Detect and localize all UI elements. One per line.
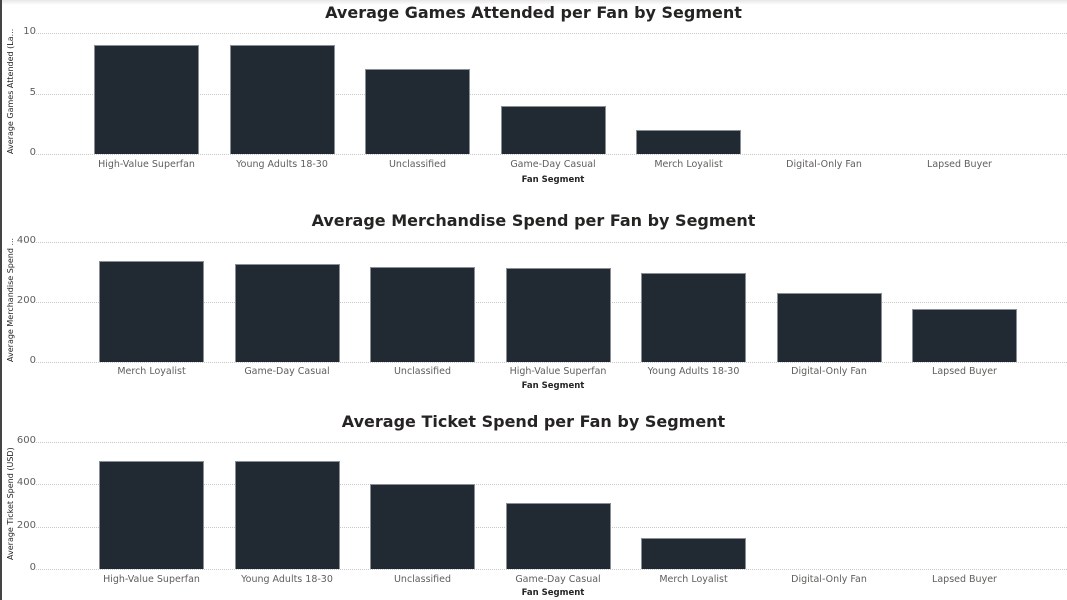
x-category-label: Unclassified (393, 574, 452, 585)
bar[interactable] (234, 461, 340, 569)
y-tick-label: 200 (16, 519, 36, 531)
bar[interactable] (500, 105, 606, 154)
x-category-label: Digital-Only Fan (786, 159, 862, 170)
y-tick-label: 400 (16, 235, 36, 246)
y-tick-label: 5 (29, 86, 36, 98)
x-category-label: High-Value Superfan (98, 159, 195, 170)
chart-title: Average Ticket Spend per Fan by Segment (341, 412, 726, 431)
x-category-label: Lapsed Buyer (932, 574, 997, 585)
chart-title: Average Games Attended per Fan by Segmen… (325, 3, 742, 22)
gridline (36, 362, 1067, 363)
top-shadow (0, 0, 1067, 5)
y-tick-label: 0 (29, 355, 36, 366)
x-category-label: Unclassified (388, 159, 447, 170)
bar[interactable] (505, 502, 611, 569)
x-category-label: Merch Loyalist (659, 574, 728, 585)
y-tick-label: 10 (23, 26, 36, 37)
gridline (36, 154, 1067, 155)
bar[interactable] (365, 69, 470, 154)
x-category-label: Unclassified (393, 366, 452, 377)
chart-title: Average Merchandise Spend per Fan by Seg… (311, 211, 756, 230)
gridline (36, 242, 1067, 243)
x-axis-label: Fan Segment (521, 175, 585, 185)
x-category-label: Merch Loyalist (654, 159, 723, 170)
x-category-label: Lapsed Buyer (927, 159, 992, 170)
x-category-label: High-Value Superfan (509, 366, 607, 377)
x-category-label: Game-Day Casual (244, 366, 330, 377)
bar[interactable] (229, 45, 335, 154)
y-axis-label: Average Ticket Spend (USD) (6, 447, 15, 560)
bar[interactable] (636, 129, 741, 154)
x-category-label: Game-Day Casual (510, 159, 596, 170)
y-tick-label: 0 (29, 147, 36, 158)
gridline (36, 93, 1067, 95)
bar[interactable] (370, 266, 475, 362)
bar[interactable] (99, 461, 204, 569)
bar[interactable] (234, 263, 340, 362)
y-tick-label: 0 (29, 562, 36, 573)
y-tick-label: 200 (16, 295, 36, 306)
gridline (36, 484, 1067, 486)
left-border (0, 0, 2, 600)
bar[interactable] (776, 293, 882, 362)
x-category-label: Young Adults 18-30 (236, 159, 328, 170)
x-category-label: High-Value Superfan (103, 574, 200, 585)
y-tick-label: 400 (16, 477, 36, 489)
gridline (36, 569, 1067, 570)
x-category-label: Digital-Only Fan (791, 366, 867, 377)
x-category-label: Digital-Only Fan (791, 574, 867, 585)
bar[interactable] (641, 272, 746, 362)
x-category-label: Merch Loyalist (117, 366, 186, 377)
y-tick-label: 600 (16, 435, 36, 446)
bar[interactable] (99, 260, 204, 362)
bar[interactable] (912, 308, 1017, 362)
bar[interactable] (641, 538, 746, 569)
x-category-label: Young Adults 18-30 (241, 574, 333, 585)
gridline (36, 33, 1067, 34)
bar[interactable] (370, 483, 475, 569)
bar[interactable] (505, 267, 611, 362)
x-category-label: Lapsed Buyer (932, 366, 997, 377)
x-axis-label: Fan Segment (521, 381, 585, 391)
x-axis-label: Fan Segment (521, 588, 585, 598)
x-category-label: Game-Day Casual (515, 574, 601, 585)
gridline (36, 442, 1067, 443)
x-category-label: Young Adults 18-30 (647, 366, 740, 377)
bar[interactable] (94, 45, 199, 154)
